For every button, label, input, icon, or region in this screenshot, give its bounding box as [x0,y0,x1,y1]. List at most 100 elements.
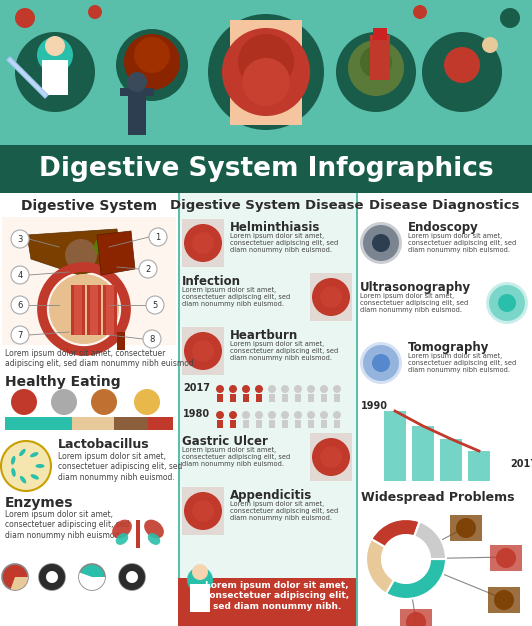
FancyBboxPatch shape [370,35,390,80]
Circle shape [363,345,399,381]
Text: Lorem ipsum dolor sit amet,
consectetuer adipiscing elit, sed
diam nonummy nibh : Lorem ipsum dolor sit amet, consectetuer… [182,447,290,467]
Circle shape [363,225,399,261]
Circle shape [348,40,404,96]
Circle shape [372,354,390,372]
Text: 2017: 2017 [183,383,210,393]
Circle shape [307,411,315,419]
Circle shape [192,232,214,254]
FancyBboxPatch shape [230,420,236,428]
Wedge shape [386,559,446,599]
FancyBboxPatch shape [356,193,532,626]
Circle shape [413,5,427,19]
FancyBboxPatch shape [71,285,85,335]
Circle shape [98,393,110,405]
Ellipse shape [148,533,160,545]
Circle shape [192,500,214,522]
Text: Tomography: Tomography [408,341,489,354]
Circle shape [216,411,224,419]
Circle shape [187,567,213,593]
FancyBboxPatch shape [308,420,314,428]
Circle shape [281,385,289,393]
FancyBboxPatch shape [217,420,223,428]
Circle shape [15,32,95,112]
FancyBboxPatch shape [90,285,98,335]
Circle shape [320,446,342,468]
Text: Lorem ipsum dolor sit amet,
consectetuer adipiscing elit, sed
diam nonummy nibh : Lorem ipsum dolor sit amet, consectetuer… [360,293,468,313]
FancyBboxPatch shape [295,420,301,428]
Circle shape [11,230,29,248]
Circle shape [116,29,188,101]
Text: Enzymes: Enzymes [5,496,73,510]
Circle shape [489,285,525,321]
Circle shape [149,228,167,246]
Circle shape [192,340,214,362]
FancyBboxPatch shape [243,394,249,402]
Ellipse shape [30,452,38,457]
Circle shape [51,389,77,415]
Text: Digestive System: Digestive System [21,199,157,213]
Ellipse shape [20,476,26,483]
Circle shape [184,492,222,530]
Circle shape [333,411,341,419]
Text: Lorem ipsum dolor sit amet,
consectetuer adipiscing elit, sed
diam nonummy nibh : Lorem ipsum dolor sit amet, consectetuer… [5,510,129,540]
Circle shape [238,34,294,90]
Wedge shape [79,573,105,590]
Text: 6: 6 [18,300,23,309]
FancyBboxPatch shape [295,394,301,402]
Circle shape [312,278,350,316]
FancyBboxPatch shape [282,420,288,428]
Wedge shape [414,521,446,559]
Text: Widespread Problems: Widespread Problems [361,491,514,504]
Text: 8: 8 [149,334,155,344]
Circle shape [127,72,147,92]
Circle shape [242,385,250,393]
Circle shape [255,385,263,393]
Circle shape [11,326,29,344]
Circle shape [360,342,402,384]
FancyBboxPatch shape [148,417,173,430]
Circle shape [482,37,498,53]
Circle shape [312,438,350,476]
FancyBboxPatch shape [2,217,176,345]
Circle shape [360,222,402,264]
Circle shape [15,8,35,28]
FancyBboxPatch shape [321,420,327,428]
Text: 3: 3 [18,235,23,244]
Text: Lorem ipsum dolor sit amet,
consectetuer adipiscing elit, sed
diam nonummy nibh : Lorem ipsum dolor sit amet, consectetuer… [230,341,338,361]
FancyBboxPatch shape [412,426,434,481]
Ellipse shape [112,520,132,538]
Text: Heartburn: Heartburn [230,329,298,342]
Circle shape [192,564,208,580]
Text: Digestive System Infographics: Digestive System Infographics [39,156,493,182]
Circle shape [11,266,29,284]
Wedge shape [366,539,394,593]
Polygon shape [97,231,135,275]
Text: Lorem ipsum dolor sit amet,
consectetuer adipiscing elit, sed
diam nonummy nibh : Lorem ipsum dolor sit amet, consectetuer… [230,501,338,521]
Circle shape [1,441,51,491]
FancyBboxPatch shape [269,394,275,402]
Circle shape [255,411,263,419]
Polygon shape [27,229,121,275]
Text: 2017: 2017 [510,459,532,469]
Circle shape [37,37,73,73]
Text: Helminthiasis: Helminthiasis [230,221,320,234]
Ellipse shape [144,520,164,538]
FancyBboxPatch shape [400,609,432,626]
Circle shape [229,411,237,419]
Circle shape [281,411,289,419]
Text: Ultrasonography: Ultrasonography [360,281,471,294]
Text: Appendicitis: Appendicitis [230,489,312,502]
Circle shape [94,237,114,257]
Circle shape [139,260,157,278]
FancyBboxPatch shape [182,487,224,535]
FancyBboxPatch shape [0,145,532,193]
Circle shape [242,58,290,106]
Circle shape [422,32,502,112]
Circle shape [222,28,310,116]
Circle shape [268,411,276,419]
FancyBboxPatch shape [243,420,249,428]
Circle shape [143,330,161,348]
Circle shape [294,385,302,393]
Circle shape [119,564,145,590]
FancyBboxPatch shape [440,439,462,481]
